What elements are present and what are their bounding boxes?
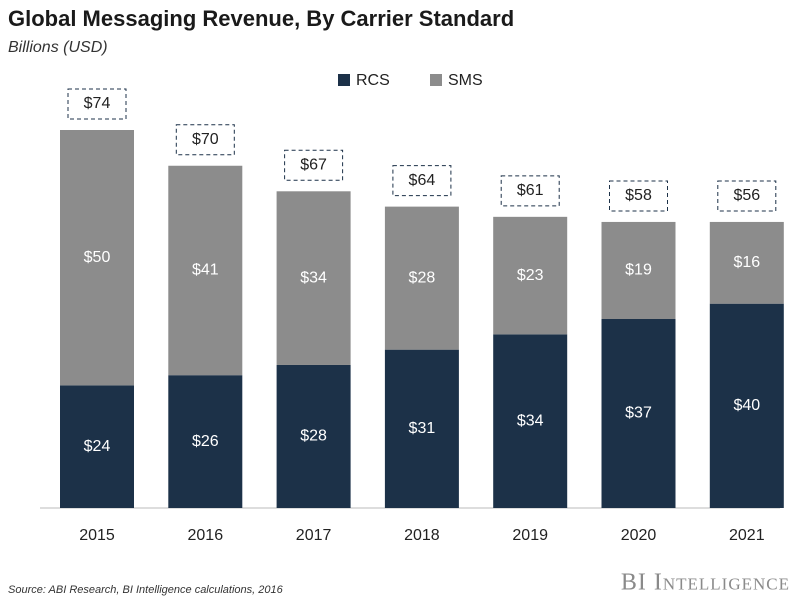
- bar-segment: [601, 319, 676, 508]
- bar-segment: [60, 130, 134, 386]
- bar-segment: [168, 165, 243, 376]
- segment-label: $19: [625, 262, 652, 279]
- segment-label: $50: [84, 249, 111, 266]
- total-box: [717, 180, 777, 212]
- chart-title: Global Messaging Revenue, By Carrier Sta…: [8, 6, 514, 31]
- segment-label: $23: [517, 267, 544, 284]
- segment-label: $37: [625, 405, 652, 422]
- x-tick-label: 2016: [188, 527, 224, 544]
- x-tick-label: 2019: [512, 527, 548, 544]
- bar-segment: [709, 221, 784, 304]
- total-box: [284, 149, 344, 181]
- total-box: [175, 124, 235, 156]
- total-label: $56: [733, 187, 760, 204]
- segment-label: $31: [409, 420, 436, 437]
- segment-label: $28: [409, 269, 436, 286]
- x-tick-label: 2020: [621, 527, 657, 544]
- bar-segment: [709, 303, 784, 508]
- bar-segment: [276, 364, 351, 508]
- bar-segment: [60, 385, 134, 508]
- total-box: [500, 175, 560, 207]
- bar-segment: [384, 349, 459, 508]
- bar-segment: [384, 206, 459, 350]
- legend-swatch: [338, 74, 350, 86]
- bar-segment: [601, 221, 676, 319]
- total-box: [392, 165, 452, 197]
- segment-label: $34: [300, 269, 327, 286]
- segment-label: $26: [192, 433, 219, 450]
- segment-label: $24: [84, 438, 111, 455]
- brand: BI Intelligence: [621, 570, 790, 596]
- legend-swatch: [430, 74, 442, 86]
- legend-label: RCS: [356, 72, 390, 89]
- x-tick-label: 2017: [296, 527, 332, 544]
- segment-label: $34: [517, 412, 544, 429]
- segment-label: $16: [733, 254, 760, 271]
- x-tick-label: 2018: [404, 527, 440, 544]
- total-box: [67, 88, 127, 120]
- segment-label: $28: [300, 428, 327, 445]
- total-label: $67: [300, 157, 327, 174]
- total-box: [609, 180, 668, 212]
- source: Source: ABI Research, BI Intelligence ca…: [8, 584, 284, 596]
- total-label: $70: [192, 131, 219, 148]
- bar-segment: [493, 216, 568, 335]
- total-label: $61: [517, 182, 544, 199]
- x-tick-label: 2015: [79, 527, 115, 544]
- bar-segment: [276, 191, 351, 365]
- segment-label: $41: [192, 262, 219, 279]
- chart-subtitle: Billions (USD): [8, 39, 108, 56]
- legend-label: SMS: [448, 72, 483, 89]
- total-label: $58: [625, 187, 652, 204]
- bar-segment: [493, 334, 568, 508]
- total-label: $74: [84, 95, 111, 112]
- total-label: $64: [409, 172, 436, 189]
- x-tick-label: 2021: [729, 527, 765, 544]
- segment-label: $40: [733, 397, 760, 414]
- bar-segment: [168, 375, 243, 508]
